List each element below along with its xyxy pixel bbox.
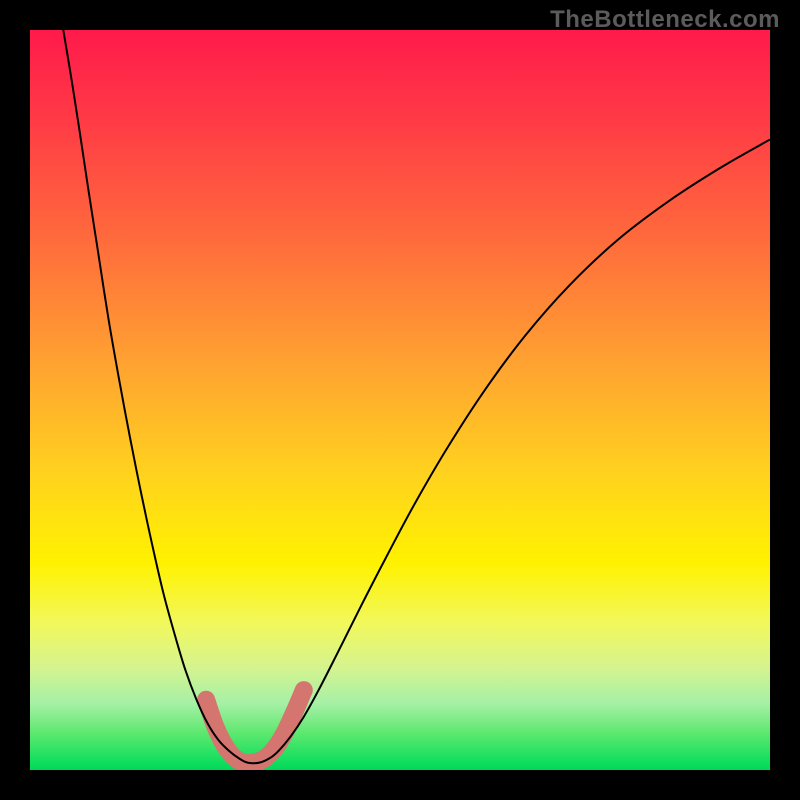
plot-area [30, 30, 770, 770]
gradient-background [30, 30, 770, 770]
watermark: TheBottleneck.com [550, 6, 780, 34]
chart-svg [30, 30, 770, 770]
